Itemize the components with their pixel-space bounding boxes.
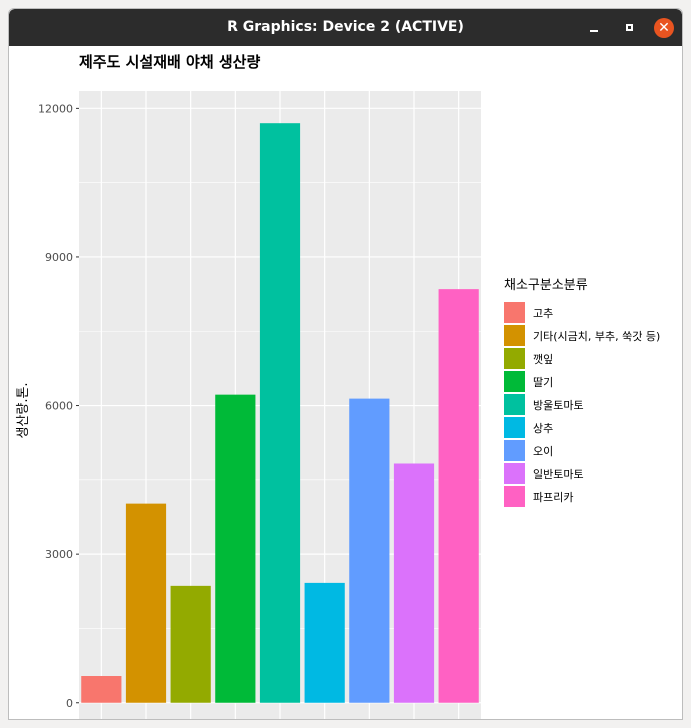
bar-4: [215, 394, 256, 703]
legend-title: 채소구분소분류: [504, 278, 588, 293]
close-icon: ✕: [654, 17, 674, 38]
window-title: R Graphics: Device 2 (ACTIVE): [227, 19, 464, 35]
bar-3: [170, 585, 211, 703]
r-graphics-window: R Graphics: Device 2 (ACTIVE) ✕ 0 3000 600…: [8, 8, 683, 720]
legend-label: 상추: [533, 422, 553, 435]
maximize-button[interactable]: [616, 9, 642, 46]
legend-key-7: [504, 440, 525, 461]
legend-label: 딸기: [533, 376, 553, 389]
minimize-icon: [590, 29, 598, 32]
legend-label: 깻잎: [533, 353, 553, 366]
legend-label: 오이: [533, 445, 553, 458]
y-tick-label: 0: [66, 697, 73, 710]
bar-9: [438, 289, 479, 703]
legend-label: 파프리카: [533, 491, 573, 504]
y-tick-label: 6000: [45, 400, 73, 413]
legend-label: 고추: [533, 307, 553, 320]
legend-label: 방울토마토: [533, 399, 584, 412]
chart-title: 제주도 시설재배 야채 생산량: [79, 53, 260, 71]
y-axis-title: 생산량.톤.: [16, 382, 31, 438]
bar-1: [81, 676, 122, 703]
bar-8: [393, 463, 435, 703]
y-tick-label: 9000: [45, 251, 73, 264]
y-tick-label: 12000: [38, 102, 73, 115]
legend-key-8: [504, 463, 525, 484]
minimize-button[interactable]: [581, 9, 607, 46]
legend-key-9: [504, 486, 525, 507]
maximize-icon: [625, 24, 633, 31]
legend-key-2: [504, 325, 525, 346]
bar-6: [304, 582, 345, 703]
plot-group: 030006000900012000고추기타(시금치, 부추, 쑥갓 등)깻잎딸…: [16, 91, 481, 719]
legend-key-6: [504, 417, 525, 438]
y-tick-label: 3000: [45, 548, 73, 561]
legend-key-5: [504, 394, 525, 415]
legend-key-1: [504, 302, 525, 323]
close-button[interactable]: ✕: [651, 9, 677, 46]
legend-label: 일반토마토: [533, 467, 584, 481]
title-bar[interactable]: R Graphics: Device 2 (ACTIVE) ✕: [9, 9, 682, 46]
legend-label: 기타(시금치, 부추, 쑥갓 등): [533, 330, 660, 343]
legend-key-3: [504, 348, 525, 369]
bar-2: [125, 503, 167, 703]
legend-key-4: [504, 371, 525, 392]
bar-5: [259, 123, 301, 703]
bar-7: [349, 398, 390, 703]
